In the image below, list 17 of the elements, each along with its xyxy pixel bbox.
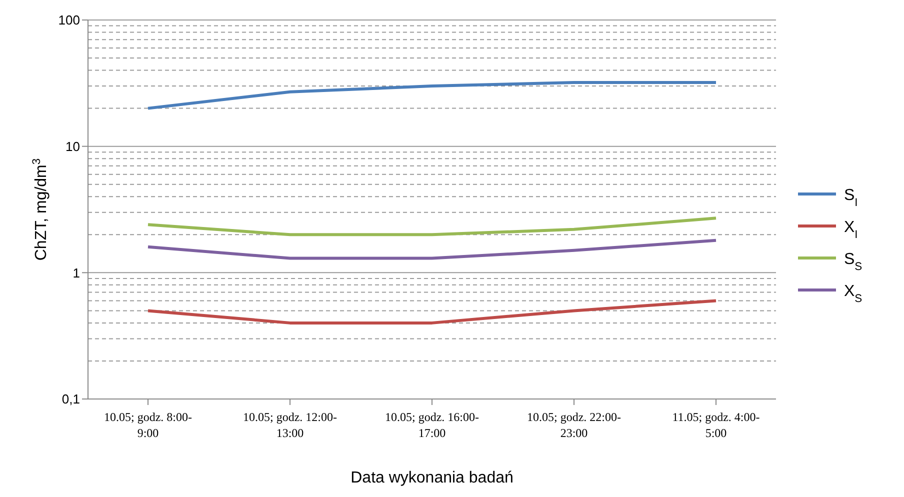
legend-label: S$_{S}$: [844, 251, 862, 273]
line-series: [146, 216, 718, 236]
y-tick-label: 100: [58, 12, 80, 28]
x-tick-label: 10.05; godz. 22:00-23:00: [527, 410, 621, 440]
x-tick-label: 10.05; godz. 16:00-17:00: [385, 410, 479, 440]
x-tick-label: 10.05; godz. 8:00-9:00: [104, 410, 192, 440]
legend-label: S$_{I}$: [844, 187, 858, 209]
x-axis-title: Data wykonania badań: [350, 469, 514, 486]
line-series: [146, 81, 718, 110]
y-tick-label: 0,1: [62, 392, 80, 407]
line-series: [146, 238, 718, 260]
x-tick-label: 10.05; godz. 12:00-13:00: [243, 410, 337, 440]
legend-label: X$_{S}$: [844, 283, 862, 305]
y-tick-label: 10: [66, 138, 80, 154]
legend-label: X$_{I}$: [844, 219, 858, 241]
x-tick-label: 11.05; godz. 4:00-5:00: [672, 410, 760, 440]
y-tick-label: 1: [72, 265, 80, 280]
